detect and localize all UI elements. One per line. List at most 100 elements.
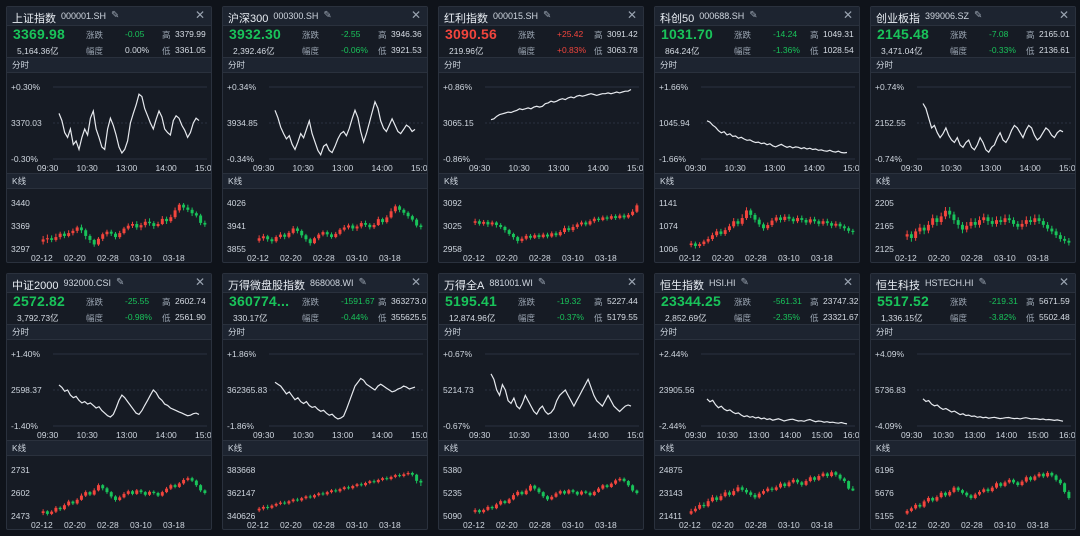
candlestick [1058, 232, 1062, 242]
close-icon[interactable]: ✕ [1058, 8, 1069, 22]
candle-body [990, 221, 994, 224]
index-card[interactable]: 科创50 000688.SH ✎ ✕ 1031.70 涨跌 -14.24 高 1… [654, 6, 860, 263]
candle-body [605, 485, 609, 487]
candle-body [563, 491, 567, 494]
edit-icon[interactable]: ✎ [974, 10, 983, 21]
edit-icon[interactable]: ✎ [537, 277, 547, 288]
edit-icon[interactable]: ✎ [749, 10, 758, 21]
candlestick [92, 238, 96, 247]
candlestick [1029, 475, 1033, 482]
candlestick [719, 228, 723, 236]
candle-body [524, 490, 528, 495]
index-card[interactable]: 恒生科技 HSTECH.HI ✎ ✕ 5517.52 涨跌 -219.31 高 … [870, 273, 1076, 530]
candle-body [918, 504, 922, 507]
index-card[interactable]: 上证指数 000001.SH ✎ ✕ 3369.98 涨跌 -0.05 高 33… [6, 6, 212, 263]
candlestick [567, 225, 571, 233]
candle-body [761, 491, 765, 494]
candle-body [710, 497, 714, 502]
kline-date-label: 03-10 [994, 253, 1016, 263]
tab-kline[interactable]: K线 [871, 440, 1075, 456]
index-card[interactable]: 万得微盘股指数 868008.WI ✎ ✕ 360774... 涨跌 -1591… [222, 273, 428, 530]
tab-kline[interactable]: K线 [655, 173, 859, 189]
tab-intraday[interactable]: 分时 [871, 324, 1075, 340]
tab-intraday[interactable]: 分时 [223, 57, 427, 73]
tab-kline[interactable]: K线 [439, 173, 643, 189]
candlestick [918, 223, 922, 235]
kline-date-label: 03-10 [346, 520, 368, 530]
candlestick [935, 215, 939, 226]
close-icon[interactable]: ✕ [410, 8, 421, 22]
edit-icon[interactable]: ✎ [978, 277, 987, 288]
index-card[interactable]: 沪深300 000300.SH ✎ ✕ 3932.30 涨跌 -2.55 高 3… [222, 6, 428, 263]
tab-intraday[interactable]: 分时 [871, 57, 1075, 73]
candlestick [58, 231, 62, 240]
tab-intraday[interactable]: 分时 [223, 324, 427, 340]
edit-icon[interactable]: ✎ [116, 277, 125, 288]
tab-intraday[interactable]: 分时 [655, 57, 859, 73]
close-icon[interactable]: ✕ [194, 8, 205, 22]
candlestick [511, 232, 515, 240]
edit-icon[interactable]: ✎ [111, 10, 120, 21]
tab-kline[interactable]: K线 [223, 440, 427, 456]
candle-body [415, 474, 419, 481]
candle-body [524, 235, 528, 239]
index-card[interactable]: 红利指数 000015.SH ✎ ✕ 3090.56 涨跌 +25.42 高 3… [438, 6, 644, 263]
kline-date-label: 03-18 [1027, 520, 1049, 530]
close-icon[interactable]: ✕ [410, 275, 421, 289]
candle-body [723, 230, 727, 234]
tab-intraday[interactable]: 分时 [439, 57, 643, 73]
close-icon[interactable]: ✕ [842, 275, 853, 289]
tab-intraday[interactable]: 分时 [655, 324, 859, 340]
candlestick [402, 208, 406, 216]
candlestick [524, 488, 528, 496]
candlestick [308, 237, 312, 246]
edit-icon[interactable]: ✎ [740, 277, 749, 288]
edit-icon[interactable]: ✎ [323, 10, 332, 21]
edit-icon[interactable]: ✎ [543, 10, 552, 21]
low-value: 3921.53 [391, 45, 422, 55]
close-icon[interactable]: ✕ [194, 275, 205, 289]
edit-icon[interactable]: ✎ [358, 277, 367, 288]
kline-date-label: 02-28 [313, 520, 335, 530]
close-icon[interactable]: ✕ [842, 8, 853, 22]
tab-intraday[interactable]: 分时 [7, 324, 211, 340]
index-card[interactable]: 恒生指数 HSI.HI ✎ ✕ 23344.25 涨跌 -561.31 高 23… [654, 273, 860, 530]
candle-body [182, 479, 186, 484]
tab-kline[interactable]: K线 [655, 440, 859, 456]
kline-y-tick-label: 2473 [11, 511, 30, 521]
index-card[interactable]: 万得全A 881001.WI ✎ ✕ 5195.41 涨跌 -19.32 高 5… [438, 273, 644, 530]
tab-kline[interactable]: K线 [223, 173, 427, 189]
tab-kline[interactable]: K线 [439, 440, 643, 456]
intraday-time-label: 15:00 [1027, 430, 1049, 440]
index-card[interactable]: 中证2000 932000.CSI ✎ ✕ 2572.82 涨跌 -25.55 … [6, 273, 212, 530]
candle-body [791, 479, 795, 483]
candle-body [389, 476, 393, 480]
close-icon[interactable]: ✕ [626, 275, 637, 289]
candlestick [588, 491, 592, 497]
candle-body [329, 234, 333, 238]
close-icon[interactable]: ✕ [626, 8, 637, 22]
candle-body [79, 495, 83, 500]
index-card[interactable]: 创业板指 399006.SZ ✎ ✕ 2145.48 涨跌 -7.08 高 21… [870, 6, 1076, 263]
close-icon[interactable]: ✕ [1058, 275, 1069, 289]
candle-body [131, 491, 135, 494]
candle-body [1041, 473, 1045, 477]
tab-kline[interactable]: K线 [871, 173, 1075, 189]
candle-body [325, 232, 329, 235]
tab-intraday[interactable]: 分时 [7, 57, 211, 73]
intraday-time-label: 14:00 [996, 430, 1018, 440]
candle-body [545, 234, 549, 237]
candle-body [101, 234, 105, 239]
candle-body [257, 238, 261, 241]
tab-kline[interactable]: K线 [7, 173, 211, 189]
intraday-time-label: 15:00 [843, 163, 860, 173]
candle-body [173, 210, 177, 218]
index-code: 881001.WI [489, 278, 533, 288]
candlestick [943, 206, 947, 220]
candle-body [732, 491, 736, 495]
tab-intraday[interactable]: 分时 [439, 324, 643, 340]
candlestick [67, 499, 71, 507]
candlestick [931, 496, 935, 503]
candle-body [50, 238, 54, 240]
tab-kline[interactable]: K线 [7, 440, 211, 456]
